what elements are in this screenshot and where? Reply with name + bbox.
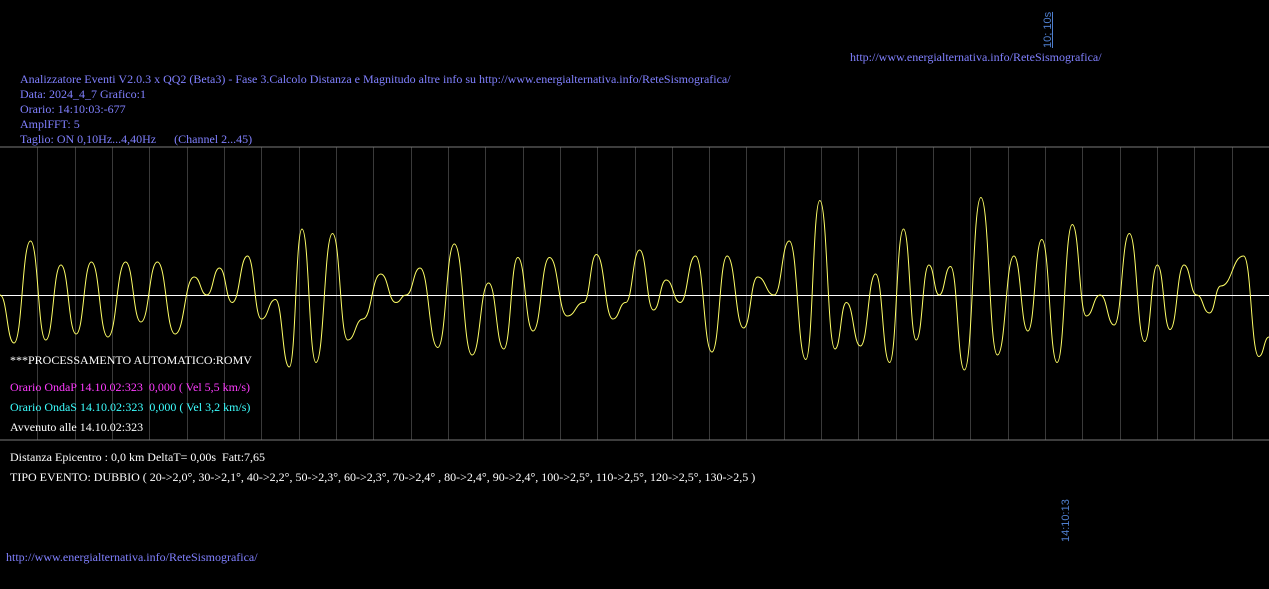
onda-p-time: Orario OndaP 14.10.02:323 0,000 ( Vel 5,… — [10, 380, 250, 394]
waveform-series — [0, 196, 1269, 371]
time-label-bottom: 14:10:13 — [1060, 499, 1072, 542]
analyzer-title: Analizzatore Eventi V2.0.3 x QQ2 (Beta3)… — [20, 72, 731, 86]
chart-grid — [37, 147, 1233, 440]
processing-title: ***PROCESSAMENTO AUTOMATICO:ROMV — [10, 353, 252, 367]
tipo-evento: TIPO EVENTO: DUBBIO ( 20->2,0°, 30->2,1°… — [10, 470, 756, 484]
taglio-line: Taglio: ON 0,10Hz...4,40Hz (Channel 2...… — [20, 132, 253, 146]
ampl-fft-line: AmplFFT: 5 — [20, 117, 80, 131]
data-line: Data: 2024_4_7 Grafico:1 — [20, 87, 146, 101]
distanza-epicentro: Distanza Epicentro : 0,0 km DeltaT= 0,00… — [10, 450, 266, 464]
bottom-url[interactable]: http://www.energialternativa.info/ReteSi… — [6, 550, 258, 564]
avvenuto-time: Avvenuto alle 14.10.02:323 — [10, 420, 144, 434]
time-label-top: 10; 10s — [1042, 11, 1054, 48]
orario-line: Orario: 14:10:03:-677 — [20, 102, 126, 116]
onda-s-time: Orario OndaS 14.10.02:323 0,000 ( Vel 3,… — [10, 400, 251, 414]
top-url[interactable]: http://www.energialternativa.info/ReteSi… — [850, 50, 1102, 64]
